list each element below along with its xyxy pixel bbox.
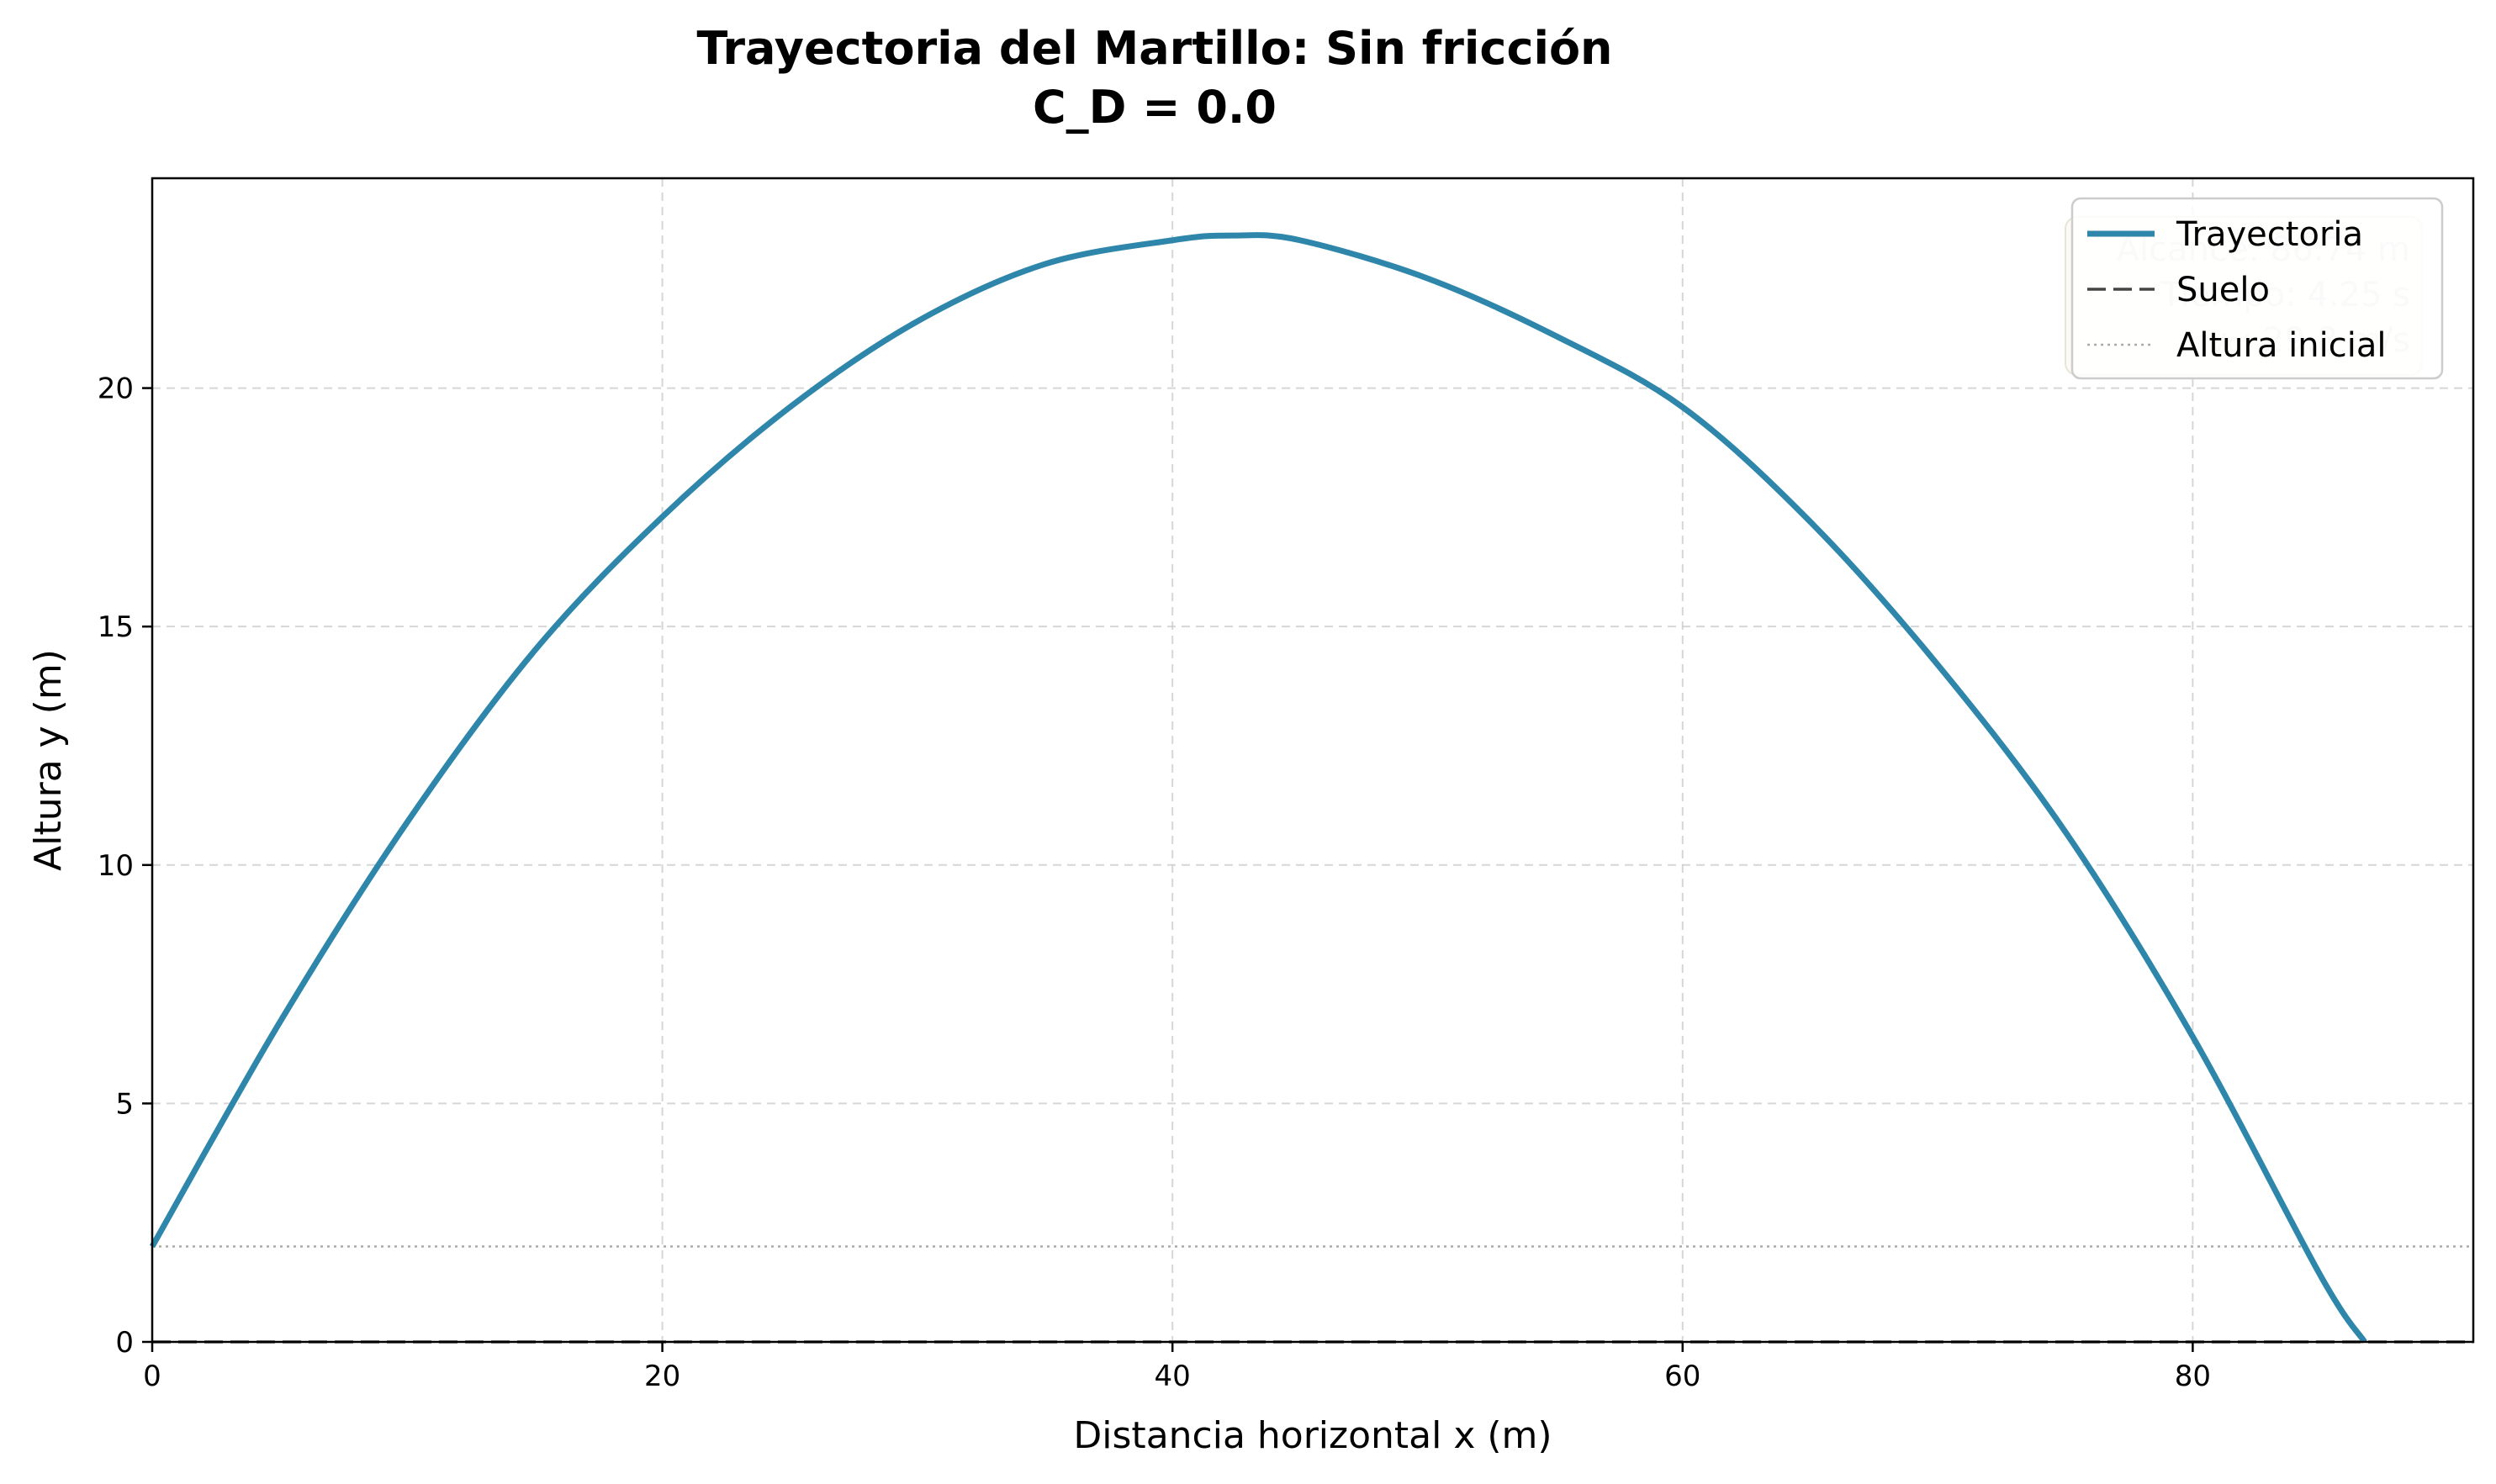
- x-tick-label: 40: [1155, 1360, 1191, 1393]
- series-line-trayectoria: [149, 232, 2367, 1344]
- series-group: [149, 232, 2367, 1344]
- x-axis-label: Distancia horizontal x (m): [1073, 1414, 1552, 1457]
- legend-label: Altura inicial: [2176, 326, 2387, 365]
- y-tick-label: 5: [115, 1087, 134, 1121]
- x-tick-label: 60: [1664, 1360, 1700, 1393]
- legend-frame: [2070, 197, 2444, 380]
- plot-frame: [151, 177, 2475, 1344]
- legend-label: Trayectoria: [2176, 215, 2363, 254]
- y-tick-label: 20: [98, 372, 134, 406]
- chart-title: Trayectoria del Martillo: Sin fricción: [696, 22, 1612, 75]
- x-tick-label: 80: [2175, 1360, 2211, 1393]
- x-tick-label: 20: [644, 1360, 680, 1393]
- y-tick-label: 15: [98, 610, 134, 644]
- chart-subtitle: C_D = 0.0: [1033, 81, 1277, 134]
- x-tick-label: 0: [143, 1360, 161, 1393]
- legend: Trayectoria Suelo Altura inicial: [2070, 197, 2444, 380]
- y-tick-label: 10: [98, 849, 134, 883]
- legend-label: Suelo: [2176, 271, 2270, 309]
- axis-ticks: 0 20 40 60 80 0 5 10 15 20: [98, 372, 2211, 1393]
- y-tick-label: 0: [115, 1326, 134, 1360]
- y-axis-label: Altura y (m): [27, 649, 70, 871]
